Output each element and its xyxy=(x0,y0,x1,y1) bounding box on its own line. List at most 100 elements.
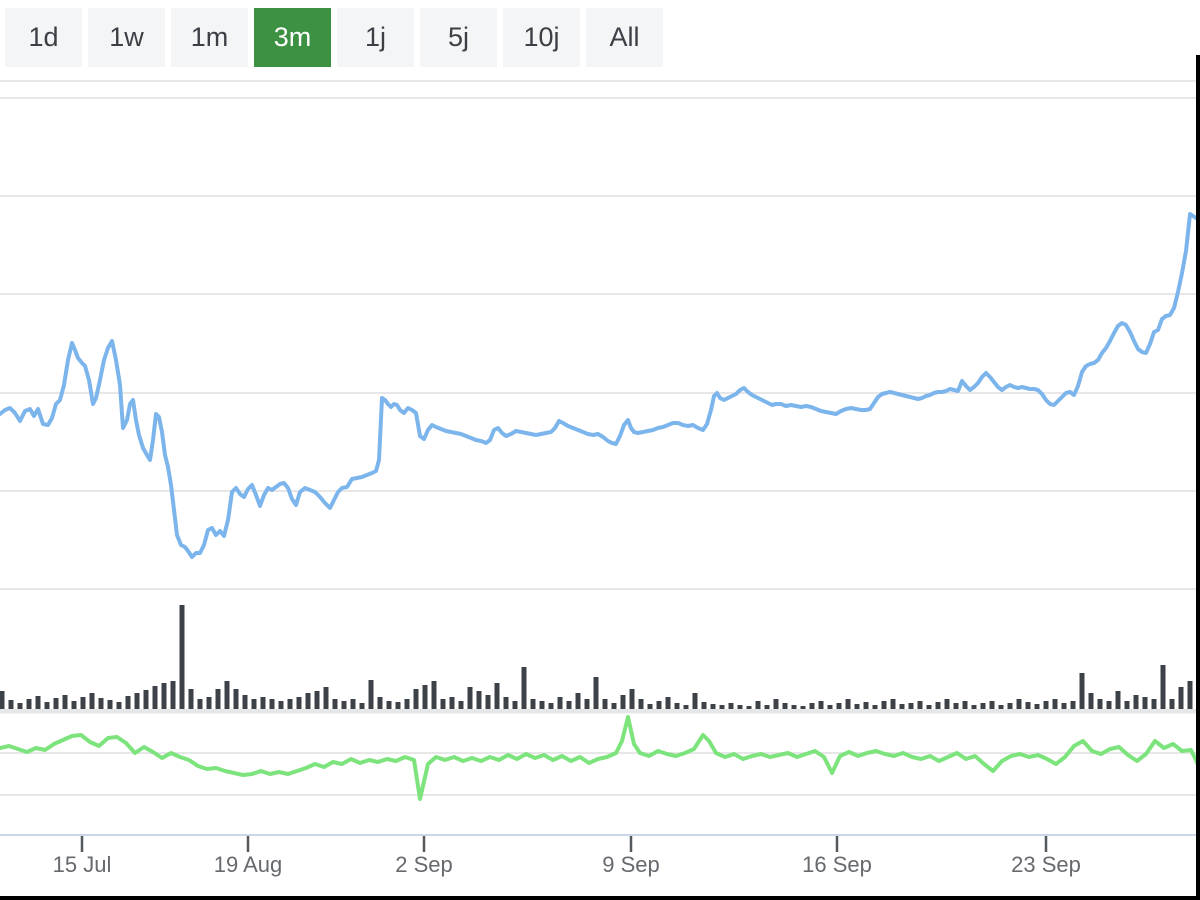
volume-bar xyxy=(719,705,725,711)
volume-bar xyxy=(188,689,194,711)
volume-bar xyxy=(1052,699,1058,711)
volume-bar xyxy=(395,702,401,711)
volume-bar xyxy=(1151,699,1157,711)
volume-bar xyxy=(917,701,923,711)
volume-bar xyxy=(629,689,635,711)
volume-bar xyxy=(224,681,230,711)
volume-bar xyxy=(620,695,626,711)
volume-bar xyxy=(512,701,518,711)
volume-bar xyxy=(62,695,68,711)
volume-bar xyxy=(125,696,131,711)
volume-bar xyxy=(962,701,968,711)
volume-bar xyxy=(413,689,419,711)
volume-bar xyxy=(1097,699,1103,711)
volume-bar xyxy=(179,605,185,711)
volume-bar xyxy=(1070,701,1076,711)
range-button-5j[interactable]: 5j xyxy=(420,8,497,67)
range-button-1j[interactable]: 1j xyxy=(337,8,414,67)
volume-bar xyxy=(458,701,464,711)
x-axis-label: 9 Sep xyxy=(602,852,660,877)
volume-bar xyxy=(863,702,869,711)
volume-bar xyxy=(872,705,878,711)
volume-bar xyxy=(215,689,221,711)
volume-bar xyxy=(26,699,32,711)
volume-bar xyxy=(755,701,761,711)
volume-bar xyxy=(404,699,410,711)
volume-bar xyxy=(17,703,23,711)
volume-bar xyxy=(764,705,770,711)
volume-bar xyxy=(8,700,14,711)
volume-bar xyxy=(1007,703,1013,711)
volume-bar xyxy=(1106,701,1112,711)
volume-bar xyxy=(341,701,347,711)
volume-bar xyxy=(818,701,824,711)
volume-bar xyxy=(674,703,680,711)
volume-bar xyxy=(449,697,455,711)
volume-bar xyxy=(134,693,140,711)
x-axis-label: 23 Sep xyxy=(1011,852,1081,877)
volume-bar xyxy=(836,703,842,711)
volume-bar xyxy=(71,701,77,711)
volume-bar xyxy=(980,703,986,711)
right-edge-border xyxy=(1196,55,1200,900)
volume-bar xyxy=(881,701,887,711)
volume-bar xyxy=(602,699,608,711)
range-button-3m[interactable]: 3m xyxy=(254,8,331,67)
volume-bar xyxy=(152,686,158,711)
volume-bar xyxy=(206,697,212,711)
volume-bar xyxy=(485,695,491,711)
volume-bar xyxy=(638,699,644,711)
volume-bar xyxy=(197,699,203,711)
volume-bar xyxy=(908,703,914,711)
volume-bar xyxy=(161,683,167,711)
volume-bar xyxy=(998,705,1004,711)
volume-bar xyxy=(1124,701,1130,711)
volume-bar xyxy=(1088,693,1094,711)
volume-bar xyxy=(521,667,527,711)
volume-bar xyxy=(611,703,617,711)
volume-bar xyxy=(242,695,248,711)
volume-bar xyxy=(845,699,851,711)
x-axis-label: 16 Sep xyxy=(802,852,872,877)
volume-bar xyxy=(530,699,536,711)
volume-bar xyxy=(737,705,743,711)
volume-bar xyxy=(53,698,59,711)
volume-bar xyxy=(584,699,590,711)
volume-bar xyxy=(890,699,896,711)
volume-bar xyxy=(314,691,320,711)
volume-bar xyxy=(386,701,392,711)
volume-bar xyxy=(260,697,266,711)
range-button-1m[interactable]: 1m xyxy=(171,8,248,67)
volume-bar xyxy=(593,677,599,711)
volume-bar xyxy=(728,703,734,711)
volume-bar xyxy=(782,703,788,711)
range-toolbar: 1d 1w 1m 3m 1j 5j 10j All xyxy=(5,8,663,67)
volume-bar xyxy=(251,699,257,711)
range-button-1w[interactable]: 1w xyxy=(88,8,165,67)
pane-separator xyxy=(0,709,1200,714)
volume-bar xyxy=(1079,673,1085,711)
volume-bar xyxy=(773,699,779,711)
volume-bar xyxy=(692,693,698,711)
volume-bar xyxy=(287,699,293,711)
volume-bar xyxy=(935,702,941,711)
volume-bar xyxy=(899,704,905,711)
x-axis-label: 2 Sep xyxy=(395,852,453,877)
range-button-1d[interactable]: 1d xyxy=(5,8,82,67)
volume-bar xyxy=(296,697,302,711)
volume-bar xyxy=(656,701,662,711)
volume-bar xyxy=(170,681,176,711)
volume-bar xyxy=(377,697,383,711)
range-button-10j[interactable]: 10j xyxy=(503,8,580,67)
volume-bar xyxy=(701,702,707,711)
volume-bar xyxy=(476,691,482,711)
price-line xyxy=(0,212,1200,559)
range-button-all[interactable]: All xyxy=(586,8,663,67)
volume-bar xyxy=(1061,703,1067,711)
volume-bar xyxy=(467,687,473,711)
volume-bar xyxy=(107,700,113,711)
volume-bar xyxy=(1034,704,1040,711)
volume-bar xyxy=(710,704,716,711)
volume-bar xyxy=(89,693,95,711)
